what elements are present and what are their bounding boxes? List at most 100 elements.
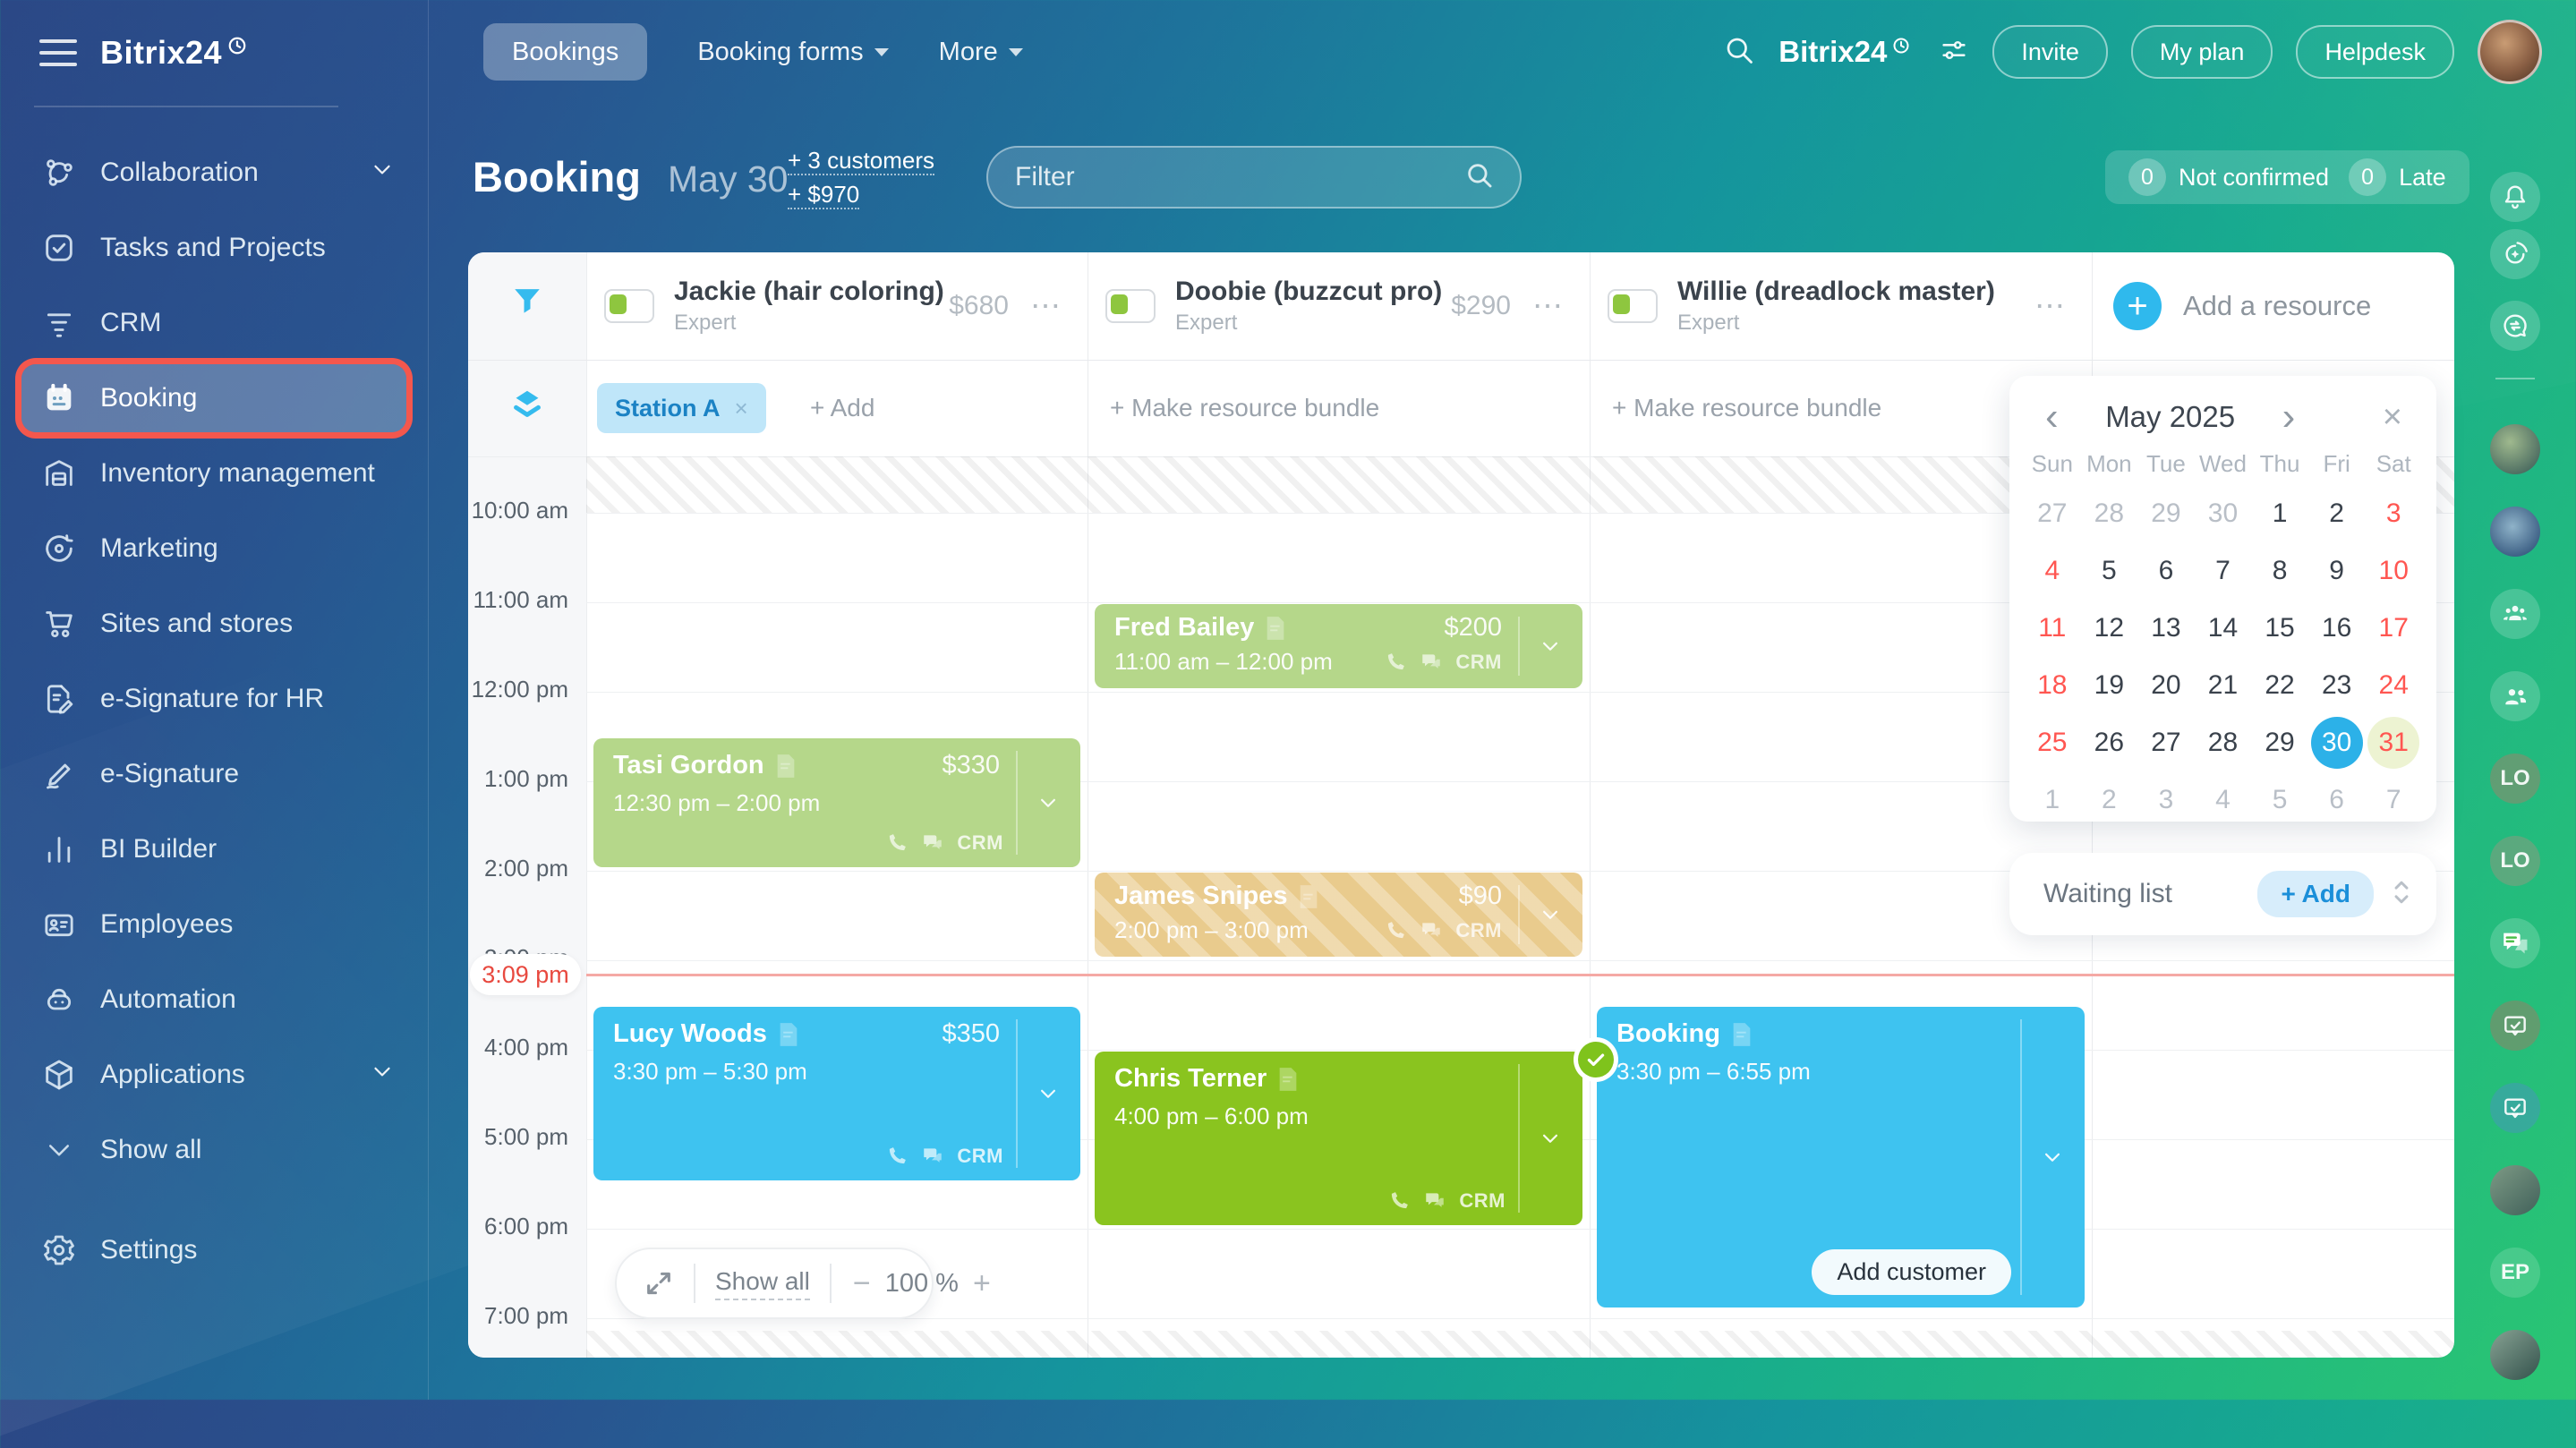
calendar-day[interactable]: 6 xyxy=(2158,556,2174,585)
phone-icon[interactable] xyxy=(885,1145,908,1168)
chat-avatar[interactable] xyxy=(2490,507,2540,557)
event-expand-chevron[interactable] xyxy=(1016,738,1080,867)
sidebar-item-esignature-hr[interactable]: e-Signature for HR xyxy=(0,661,428,737)
calendar-day[interactable]: 1 xyxy=(2044,785,2060,814)
calendar-day[interactable]: 16 xyxy=(2321,613,2352,643)
calendar-day[interactable]: 8 xyxy=(2272,556,2288,585)
calendar-day[interactable]: 29 xyxy=(2151,498,2181,528)
booking-event-unnamed[interactable]: Booking 3:30 pm – 6:55 pm Add customer xyxy=(1574,1007,2085,1307)
sidebar-item-employees[interactable]: Employees xyxy=(0,887,428,962)
tab-bookings[interactable]: Bookings xyxy=(483,23,648,81)
calendar-day-selected[interactable]: 30 xyxy=(2310,717,2363,769)
contacts-button[interactable] xyxy=(2490,671,2540,721)
resource-menu-dots-icon[interactable]: ⋯ xyxy=(1030,289,1062,323)
filter-input[interactable] xyxy=(1013,161,1464,193)
chat-icon[interactable] xyxy=(921,831,944,855)
calendar-day[interactable]: 21 xyxy=(2207,670,2239,700)
calendar-day[interactable]: 1 xyxy=(2272,498,2288,528)
chat-avatar[interactable] xyxy=(2490,1330,2540,1380)
calendar-day[interactable]: 9 xyxy=(2329,556,2344,585)
calendar-day[interactable]: 14 xyxy=(2207,613,2239,643)
calendar-day[interactable]: 10 xyxy=(2378,556,2409,585)
notifications-bell-button[interactable] xyxy=(2490,172,2540,222)
sidebar-item-collaboration[interactable]: Collaboration xyxy=(0,135,428,210)
sidebar-item-tasks-projects[interactable]: Tasks and Projects xyxy=(0,210,428,285)
search-icon[interactable] xyxy=(1464,160,1495,195)
chat-icon[interactable] xyxy=(1423,1189,1446,1213)
calendar-day[interactable]: 11 xyxy=(2038,613,2067,643)
chip-close-icon[interactable]: × xyxy=(734,394,748,422)
expand-fullscreen-button[interactable] xyxy=(624,1249,694,1317)
tab-booking-forms[interactable]: Booking forms xyxy=(697,38,889,67)
calendar-close-icon[interactable]: × xyxy=(2382,397,2402,436)
booking-event-fred-bailey[interactable]: Fred Bailey $200 11:00 am – 12:00 pm CRM xyxy=(1095,604,1582,688)
calendar-day[interactable]: 15 xyxy=(2265,613,2295,643)
chat-initials-lo[interactable]: LO xyxy=(2490,754,2540,804)
chat-avatar[interactable] xyxy=(2490,1165,2540,1215)
green-chat-button[interactable] xyxy=(2490,918,2540,968)
invite-button[interactable]: Invite xyxy=(1992,25,2108,79)
calendar-day[interactable]: 17 xyxy=(2378,613,2409,643)
sidebar-item-bi-builder[interactable]: BI Builder xyxy=(0,812,428,887)
make-resource-bundle-button[interactable]: + Make resource bundle xyxy=(1110,394,1380,422)
zoom-out-button[interactable]: − xyxy=(852,1265,871,1300)
status-badges[interactable]: 0 Not confirmed 0 Late xyxy=(2105,150,2469,204)
task-monitor-button[interactable] xyxy=(2490,1001,2540,1051)
sidebar-item-settings[interactable]: Settings xyxy=(0,1213,428,1288)
search-icon[interactable] xyxy=(1723,34,1755,71)
page-date[interactable]: May 30 xyxy=(667,158,789,200)
calendar-day[interactable]: 5 xyxy=(2272,785,2288,814)
task-monitor-button[interactable] xyxy=(2490,1083,2540,1133)
sidebar-item-sites-stores[interactable]: Sites and stores xyxy=(0,586,428,661)
calendar-day-highlight[interactable]: 31 xyxy=(2367,717,2420,769)
chat-icon[interactable] xyxy=(921,1145,944,1168)
add-customer-button[interactable]: Add customer xyxy=(1812,1249,2011,1295)
booking-event-chris-terner[interactable]: Chris Terner 4:00 pm – 6:00 pm CRM xyxy=(1095,1052,1582,1225)
phone-icon[interactable] xyxy=(1387,1189,1411,1213)
calendar-day[interactable]: 23 xyxy=(2321,670,2352,700)
event-expand-chevron[interactable] xyxy=(1016,1007,1080,1180)
event-expand-chevron[interactable] xyxy=(1518,1052,1582,1225)
event-expand-chevron[interactable] xyxy=(1518,873,1582,957)
calendar-day[interactable]: 12 xyxy=(2094,613,2125,643)
calendar-day[interactable]: 20 xyxy=(2151,670,2181,700)
calendar-day[interactable]: 13 xyxy=(2151,613,2181,643)
station-a-chip[interactable]: Station A × xyxy=(597,383,766,433)
calendar-day[interactable]: 26 xyxy=(2094,728,2125,757)
calendar-day[interactable]: 2 xyxy=(2102,785,2117,814)
event-expand-chevron[interactable] xyxy=(1518,604,1582,688)
calendar-day[interactable]: 28 xyxy=(2094,498,2125,528)
zoom-in-button[interactable]: + xyxy=(972,1265,991,1300)
menu-hamburger-icon[interactable] xyxy=(39,39,77,66)
calendar-day[interactable]: 19 xyxy=(2094,670,2125,700)
resource-menu-dots-icon[interactable]: ⋯ xyxy=(1532,289,1565,323)
calendar-day[interactable]: 24 xyxy=(2378,670,2409,700)
chat-avatar[interactable] xyxy=(2490,424,2540,474)
resource-toggle[interactable] xyxy=(604,289,654,323)
calendar-next-icon[interactable]: › xyxy=(2282,395,2296,439)
filter-funnel-icon[interactable] xyxy=(502,281,552,320)
show-all-button[interactable]: Show all xyxy=(715,1267,810,1300)
calendar-day[interactable]: 3 xyxy=(2385,498,2401,528)
sidebar-item-applications[interactable]: Applications xyxy=(0,1037,428,1112)
calendar-day[interactable]: 4 xyxy=(2215,785,2231,814)
user-avatar[interactable] xyxy=(2478,20,2542,84)
calendar-day[interactable]: 2 xyxy=(2329,498,2344,528)
not-confirmed-badge[interactable]: 0 Not confirmed xyxy=(2128,158,2329,196)
booking-event-james-snipes[interactable]: James Snipes $90 2:00 pm – 3:00 pm CRM xyxy=(1095,873,1582,957)
chat-initials-lo[interactable]: LO xyxy=(2490,836,2540,886)
calendar-day[interactable]: 18 xyxy=(2037,670,2068,700)
resource-toggle[interactable] xyxy=(1608,289,1658,323)
chat-initials-ep[interactable]: EP xyxy=(2490,1248,2540,1298)
calendar-day[interactable]: 28 xyxy=(2207,728,2239,757)
calendar-day[interactable]: 25 xyxy=(2037,728,2068,757)
phone-icon[interactable] xyxy=(1384,651,1407,674)
chat-icon[interactable] xyxy=(1420,919,1443,942)
sliders-settings-icon[interactable] xyxy=(1939,35,1969,70)
sidebar-item-inventory[interactable]: Inventory management xyxy=(0,436,428,511)
revenue-link[interactable]: + $970 xyxy=(788,181,860,209)
add-tag-button[interactable]: + Add xyxy=(810,394,875,422)
calendar-day[interactable]: 5 xyxy=(2102,556,2117,585)
calendar-day[interactable]: 22 xyxy=(2265,670,2295,700)
event-expand-chevron[interactable] xyxy=(2020,1007,2085,1307)
